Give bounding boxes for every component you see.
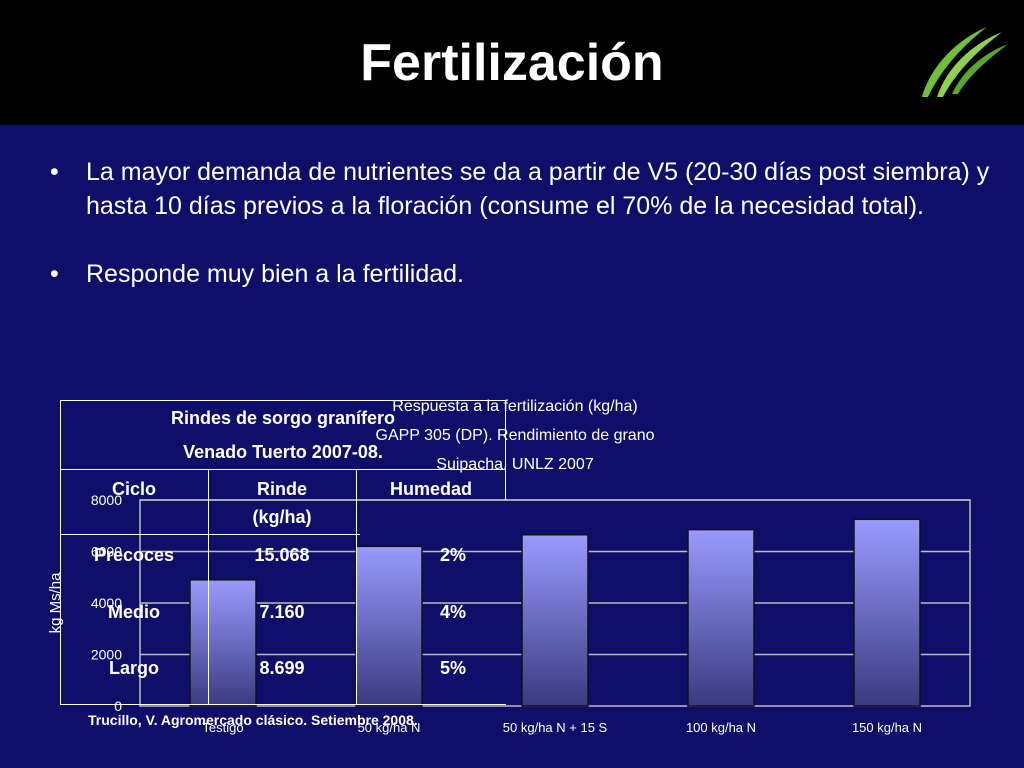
table-title: Rindes de sorgo granífero: [170, 408, 396, 428]
table-header-unit: (kg/ha): [252, 507, 312, 527]
chart-title: Respuesta a la fertilización (kg/ha) GAP…: [300, 392, 730, 479]
bullet-item: • Responde muy bien a la fertilidad.: [50, 257, 990, 291]
x-tick-label: 100 kg/ha N: [686, 720, 756, 735]
chart-title-line: Suipacha. UNLZ 2007: [436, 456, 594, 473]
x-tick-label: 50 kg/ha N + 15 S: [503, 720, 608, 735]
table-cell: 4%: [440, 602, 467, 622]
table-header-rinde: Rinde: [256, 479, 307, 499]
bar: [355, 545, 423, 707]
y-tick-label: 0: [114, 698, 122, 714]
x-tick-label: 50 kg/ha N: [358, 720, 421, 735]
bar: [189, 579, 257, 707]
table-header-ciclo: Ciclo: [111, 479, 156, 499]
slide-title: Fertilización: [360, 34, 664, 92]
chart-title-line: Respuesta a la fertilización (kg/ha): [392, 398, 638, 415]
y-axis-label: kg Ms/ha: [47, 572, 64, 634]
table-cell: Largo: [108, 658, 159, 678]
y-tick-label: 2000: [91, 647, 122, 663]
y-tick-label: 8000: [91, 492, 122, 508]
bullet-text: Responde muy bien a la fertilidad.: [86, 260, 465, 288]
y-tick-label: 6000: [91, 544, 122, 560]
leaf-logo-icon: [922, 27, 1008, 97]
table-cell: 5%: [440, 658, 467, 678]
table-cell: Medio: [108, 602, 160, 622]
bar: [853, 518, 921, 707]
bar: [521, 534, 589, 707]
table-header-humedad: Humedad: [389, 479, 472, 499]
yield-table: Rindes de sorgo granífero Venado Tuerto …: [60, 400, 506, 705]
bullet-item: • La mayor demanda de nutrientes se da a…: [50, 155, 990, 223]
y-tick-label: 4000: [91, 595, 122, 611]
bullet-symbol: •: [50, 260, 59, 288]
bullet-text: La mayor demanda de nutrientes se da a p…: [86, 158, 990, 220]
table-cell: Precoces: [93, 545, 175, 565]
chart-title-line: GAPP 305 (DP). Rendimiento de grano: [375, 427, 655, 444]
table-subtitle: Venado Tuerto 2007-08.: [183, 442, 383, 462]
x-tick-label: Testigo: [202, 720, 243, 735]
table-cell: 8.699: [259, 658, 305, 678]
bullet-list: • La mayor demanda de nutrientes se da a…: [50, 155, 990, 325]
table-cell: 15.068: [254, 545, 310, 565]
title-bar: [0, 0, 1024, 125]
bar: [687, 528, 755, 707]
table-cell: 2%: [440, 545, 467, 565]
bullet-symbol: •: [50, 158, 59, 186]
x-tick-label: 150 kg/ha N: [852, 720, 922, 735]
table-cell: 7.160: [259, 602, 305, 622]
source-citation: Trucillo, V. Agromercado clásico. Setiem…: [88, 712, 418, 728]
